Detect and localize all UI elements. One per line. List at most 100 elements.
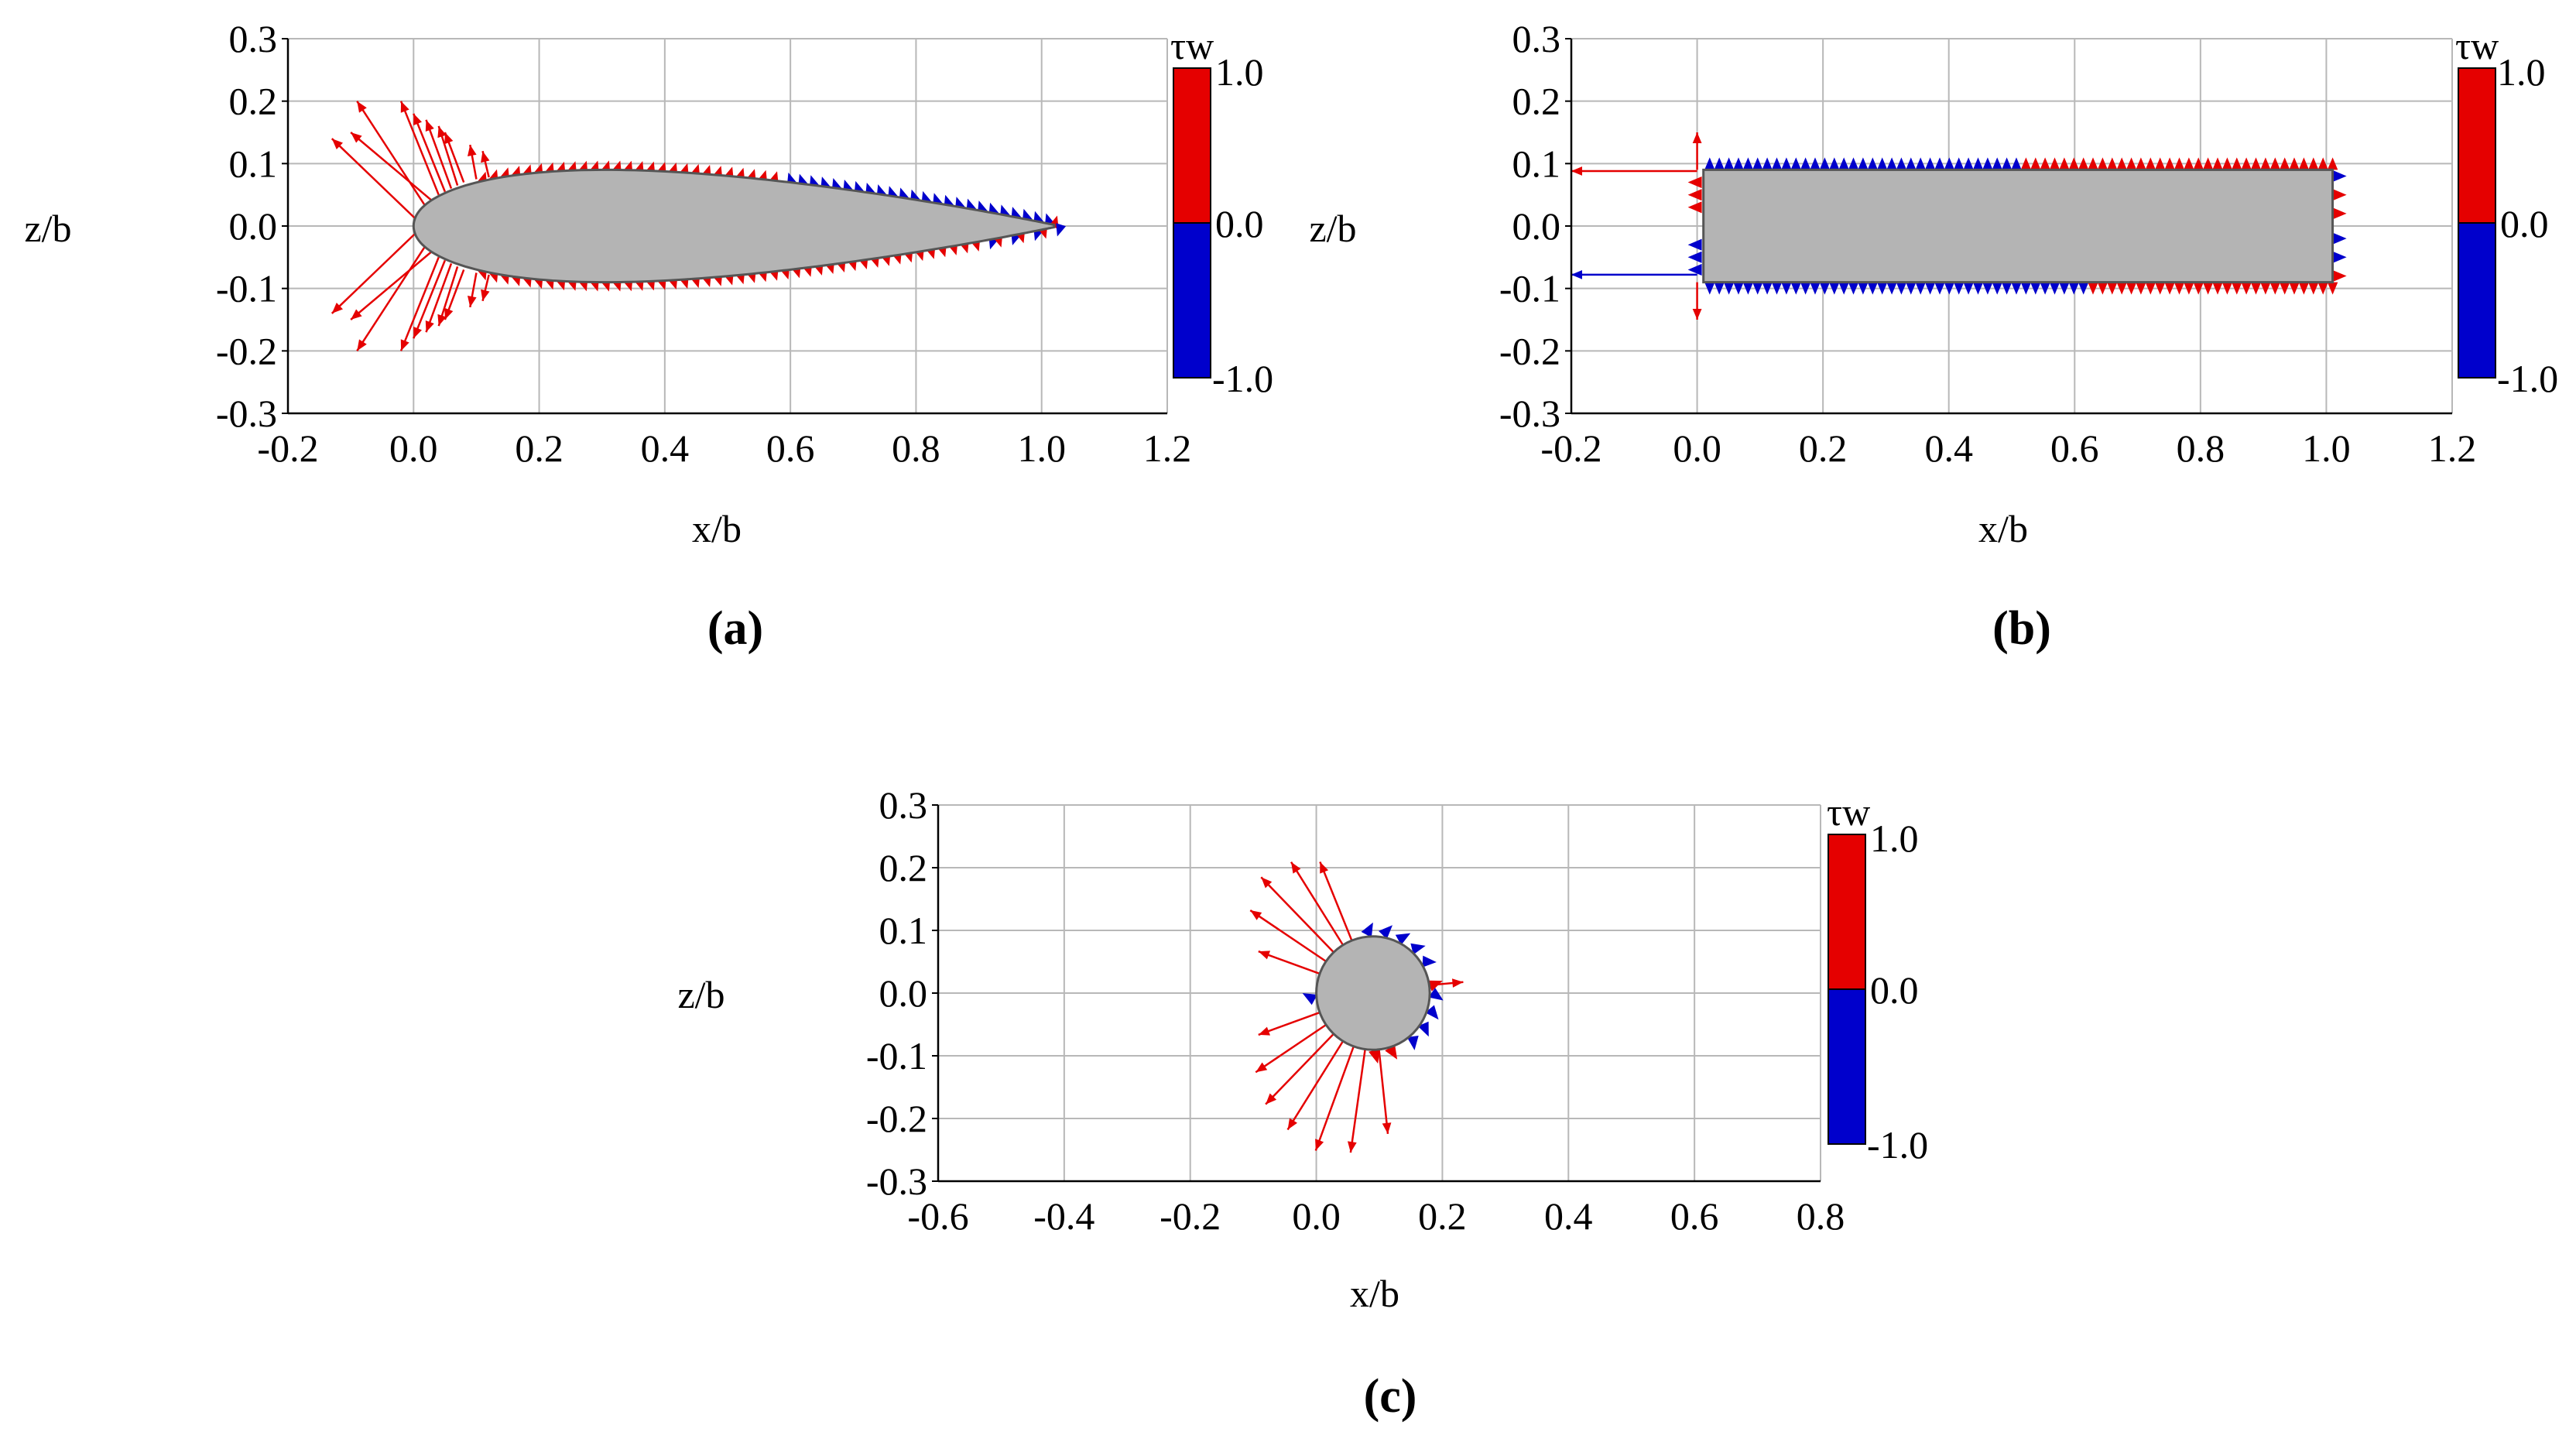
shear-vector-positive [1687, 176, 1702, 189]
shear-vector-negative [1924, 157, 1936, 170]
y-tick-label: -0.3 [216, 392, 277, 435]
shear-vector-negative [1896, 282, 1907, 295]
shear-vector-long [1258, 1011, 1321, 1036]
shear-vector-long [356, 244, 427, 352]
shear-vector-positive [2250, 282, 2262, 295]
shear-vector-long [1378, 1049, 1389, 1134]
shear-vector-negative [1877, 157, 1888, 170]
shear-vector-positive [2289, 157, 2300, 170]
frame-c [937, 805, 1821, 1183]
shear-vector-positive [1687, 189, 1702, 201]
shear-vector-positive [351, 132, 362, 143]
shear-vector-negative [1819, 282, 1831, 295]
x-axis-label-b: x/b [1978, 507, 2028, 550]
x-tick-label: -0.6 [907, 1194, 968, 1238]
shear-vector-long [399, 101, 440, 196]
shear-vector-negative [2049, 282, 2060, 295]
x-tick-label: 1.0 [2302, 426, 2351, 470]
y-tick-label: -0.2 [216, 329, 277, 372]
x-axis-label-a: x/b [692, 507, 742, 550]
shear-vector-negative [1056, 223, 1067, 237]
shear-vector-negative [1810, 157, 1821, 170]
colorbar-max-label: 1.0 [1215, 50, 1264, 94]
shear-vector-negative [1963, 282, 1974, 295]
chart-panel-b: 0.30.20.10.0-0.1-0.2-0.3 -0.2 0.0 0.2 0.4 0.… [1309, 17, 2558, 655]
shear-vector-negative [1954, 282, 1965, 295]
yticks-b: 0.3 0.2 0.1 0.0 -0.1 -0.2 -0.3 [1499, 17, 1560, 435]
y-tick-label: 0.2 [1512, 80, 1561, 123]
shear-vector-negative [2068, 282, 2079, 295]
x-tick-label: 0.2 [515, 426, 564, 470]
y-tick-label: 0.1 [1512, 142, 1561, 185]
shear-vector-negative [1687, 238, 1702, 251]
panel-label-c: (c) [1364, 1370, 1417, 1423]
shear-vector-positive [2145, 157, 2156, 170]
shear-vector-long [1286, 1040, 1345, 1131]
shear-vector-long [1260, 876, 1334, 954]
x-tick-label: -0.2 [1160, 1194, 1221, 1238]
shear-vector-negative [1944, 282, 1955, 295]
shear-vector-negative [1752, 157, 1763, 170]
shear-vector-negative [1781, 157, 1792, 170]
shear-vector-negative [1704, 157, 1715, 170]
shear-vector-negative [1762, 157, 1773, 170]
shear-vector-negative [1800, 282, 1811, 295]
x-tick-label: 1.0 [1017, 426, 1066, 470]
shear-vector-negative [1428, 988, 1444, 1001]
shear-vector-positive [1368, 1048, 1380, 1064]
shear-vector-negative [2059, 282, 2070, 295]
shear-vector-negative [1906, 282, 1917, 295]
shear-vector-positive [468, 145, 477, 156]
shear-vector-negative [1896, 157, 1907, 170]
shear-vector-positive [2184, 157, 2194, 170]
x-tick-label: 0.2 [1799, 426, 1848, 470]
shear-vector-positive [2332, 270, 2347, 283]
shear-vector-positive [2126, 157, 2137, 170]
shear-vector-negative [2030, 282, 2041, 295]
x-tick-label: -0.2 [1540, 426, 1601, 470]
shear-vector-long [350, 250, 433, 320]
yticks-a: 0.3 0.2 0.1 0.0 -0.1 -0.2 -0.3 [216, 17, 277, 435]
shear-vector-positive [2212, 282, 2223, 295]
y-tick-label: -0.1 [866, 1034, 927, 1077]
shear-vector-positive [1348, 1141, 1357, 1153]
x-tick-label: 0.0 [1292, 1194, 1341, 1238]
vectors-b [1571, 132, 2347, 320]
colorbar-mid-label: 0.0 [1870, 968, 1919, 1012]
y-tick-label: -0.1 [216, 267, 277, 310]
shear-vector-long [1290, 861, 1345, 946]
x-tick-label: -0.2 [257, 426, 318, 470]
shear-vector-positive [2241, 282, 2252, 295]
colorbar-title: τw [1827, 790, 1870, 834]
shear-vector-negative [2001, 157, 2012, 170]
shear-vector-positive [2097, 282, 2108, 295]
shear-vector-positive [2298, 157, 2310, 170]
shear-vector-positive [2049, 157, 2060, 170]
colorbar-min-label: -1.0 [1212, 357, 1273, 400]
shear-vector-positive [2260, 157, 2271, 170]
shear-vector-positive [2308, 157, 2319, 170]
shear-vector-positive [468, 296, 477, 307]
y-tick-label: 0.0 [879, 971, 928, 1015]
shear-vector-long [1314, 1046, 1355, 1151]
y-axis-label-b: z/b [1309, 207, 1356, 250]
shear-vector-positive [2232, 282, 2242, 295]
shear-vector-long [1349, 1049, 1366, 1153]
shear-vector-negative [1733, 282, 1744, 295]
shear-vector-positive [444, 132, 454, 145]
shear-vector-negative [2020, 282, 2032, 295]
shear-vector-long [1265, 1033, 1334, 1105]
shear-vector-positive [2136, 282, 2146, 295]
shear-vector-positive [2097, 157, 2108, 170]
shear-vector-positive [1692, 132, 1702, 143]
grid-c [932, 804, 1821, 1182]
shear-vector-long [356, 100, 427, 208]
y-tick-label: -0.3 [1499, 392, 1560, 435]
shear-vector-positive [357, 101, 367, 113]
shear-vector-positive [357, 339, 367, 351]
shear-vector-positive [2030, 157, 2041, 170]
colorbar-min-label: -1.0 [1867, 1123, 1928, 1166]
shear-vector-negative [2332, 251, 2347, 263]
shear-vector-negative [2011, 157, 2022, 170]
y-tick-label: -0.1 [1499, 267, 1560, 310]
